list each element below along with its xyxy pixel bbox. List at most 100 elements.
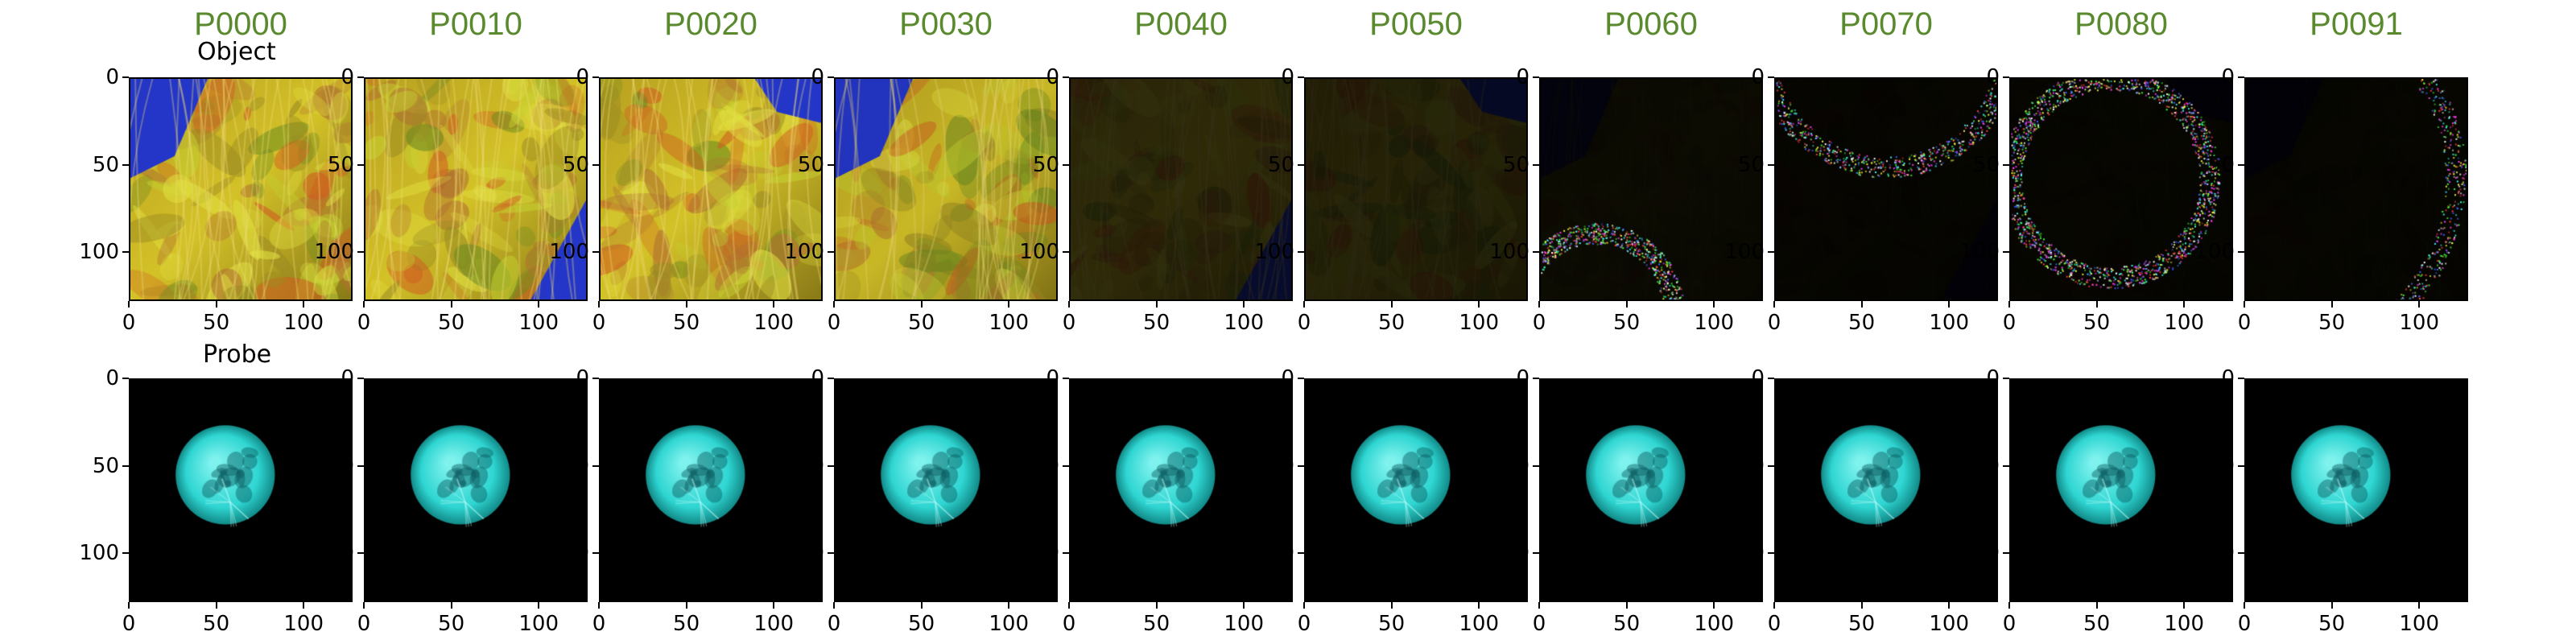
probe-image-panel xyxy=(1774,378,1998,602)
y-tick-mark xyxy=(2238,163,2244,166)
object-image-panel xyxy=(1069,77,1293,301)
y-tick-mark xyxy=(828,251,834,254)
y-tick-label: 0 xyxy=(341,366,354,390)
y-tick-mark xyxy=(1768,163,1774,166)
y-tick-label: 0 xyxy=(105,65,119,89)
x-tick-mark xyxy=(1390,602,1393,609)
object-image xyxy=(365,79,586,299)
x-tick-label: 50 xyxy=(1613,311,1641,335)
x-tick-label: 100 xyxy=(1224,612,1264,636)
y-tick-mark xyxy=(592,163,599,166)
probe-image xyxy=(601,380,821,601)
y-tick-label: 50 xyxy=(562,152,589,177)
panel-title: P0070 xyxy=(1839,6,1933,42)
y-tick-label: 100 xyxy=(784,240,824,265)
x-tick-label: 50 xyxy=(2083,612,2111,636)
x-tick-mark xyxy=(2418,602,2421,609)
x-tick-mark xyxy=(2095,602,2098,609)
x-tick-label: 0 xyxy=(122,311,136,335)
panel-title: P0080 xyxy=(2074,6,2168,42)
y-tick-mark xyxy=(357,552,364,555)
y-tick-label: 0 xyxy=(1281,366,1294,390)
x-tick-mark xyxy=(1478,301,1480,308)
y-tick-mark xyxy=(357,251,364,254)
x-tick-label: 0 xyxy=(2002,311,2017,335)
y-tick-mark xyxy=(122,552,129,555)
y-tick-label: 0 xyxy=(341,65,354,89)
x-tick-mark xyxy=(538,301,540,308)
y-tick-mark xyxy=(2238,552,2244,555)
y-tick-label: 100 xyxy=(79,541,119,566)
object-image xyxy=(130,79,351,299)
object-image xyxy=(836,79,1056,299)
x-tick-mark xyxy=(1713,301,1715,308)
y-tick-label: 100 xyxy=(314,541,354,566)
x-tick-mark xyxy=(2330,301,2333,308)
x-tick-label: 0 xyxy=(827,311,841,335)
y-tick-label: 0 xyxy=(1751,65,1765,89)
x-tick-mark xyxy=(1538,602,1540,609)
x-tick-label: 0 xyxy=(592,311,606,335)
x-tick-mark xyxy=(1478,602,1480,609)
y-tick-mark xyxy=(592,76,599,78)
x-tick-label: 100 xyxy=(1929,612,1969,636)
y-tick-mark xyxy=(1063,251,1069,254)
x-tick-mark xyxy=(833,301,835,308)
y-tick-label: 50 xyxy=(92,152,119,177)
y-tick-mark xyxy=(357,378,364,379)
x-tick-label: 50 xyxy=(2318,612,2346,636)
y-tick-mark xyxy=(2238,464,2244,467)
x-tick-label: 50 xyxy=(2318,311,2346,335)
object-image xyxy=(601,79,821,299)
y-tick-label: 100 xyxy=(2194,240,2235,265)
probe-image xyxy=(1071,380,1291,601)
y-tick-mark xyxy=(1533,251,1539,254)
y-tick-label: 0 xyxy=(1986,65,2000,89)
y-tick-label: 0 xyxy=(811,65,824,89)
probe-image xyxy=(365,380,586,601)
y-tick-mark xyxy=(2003,251,2009,254)
x-tick-label: 0 xyxy=(1062,311,1076,335)
object-image-panel xyxy=(1539,77,1763,301)
x-tick-label: 50 xyxy=(673,311,700,335)
x-tick-mark xyxy=(1303,602,1305,609)
y-tick-mark xyxy=(122,464,129,467)
y-tick-mark xyxy=(2238,378,2244,379)
x-tick-mark xyxy=(1068,301,1070,308)
panel-title: P0030 xyxy=(899,6,993,42)
y-tick-mark xyxy=(1768,378,1774,379)
panel-title: P0050 xyxy=(1369,6,1463,42)
object-image-panel xyxy=(1304,77,1528,301)
x-tick-label: 50 xyxy=(1378,311,1406,335)
y-tick-mark xyxy=(357,464,364,467)
x-tick-label: 50 xyxy=(1143,311,1170,335)
x-tick-label: 0 xyxy=(2237,612,2252,636)
y-tick-mark xyxy=(1063,378,1069,379)
probe-image xyxy=(1776,380,1996,601)
x-tick-label: 100 xyxy=(283,311,324,335)
y-tick-label: 100 xyxy=(1254,240,1294,265)
x-tick-mark xyxy=(2183,602,2186,609)
x-tick-mark xyxy=(128,602,130,609)
object-image-panel xyxy=(2244,77,2468,301)
object-image xyxy=(2011,79,2231,299)
probe-image-panel xyxy=(364,378,588,602)
x-tick-mark xyxy=(920,602,923,609)
probe-image xyxy=(130,380,351,601)
y-tick-label: 0 xyxy=(2221,65,2235,89)
y-tick-mark xyxy=(1063,76,1069,78)
y-tick-mark xyxy=(122,251,129,254)
probe-image-panel xyxy=(1304,378,1528,602)
x-tick-mark xyxy=(2008,301,2010,308)
x-tick-mark xyxy=(773,301,775,308)
y-tick-label: 100 xyxy=(1724,240,1765,265)
y-tick-mark xyxy=(1298,163,1304,166)
y-tick-mark xyxy=(357,163,364,166)
x-tick-mark xyxy=(1303,301,1305,308)
y-tick-label: 0 xyxy=(576,65,589,89)
panel-title: P0000 xyxy=(194,6,287,42)
y-tick-label: 50 xyxy=(2207,453,2235,478)
y-tick-label: 50 xyxy=(327,453,354,478)
x-tick-label: 50 xyxy=(908,311,935,335)
x-tick-label: 0 xyxy=(592,612,606,636)
